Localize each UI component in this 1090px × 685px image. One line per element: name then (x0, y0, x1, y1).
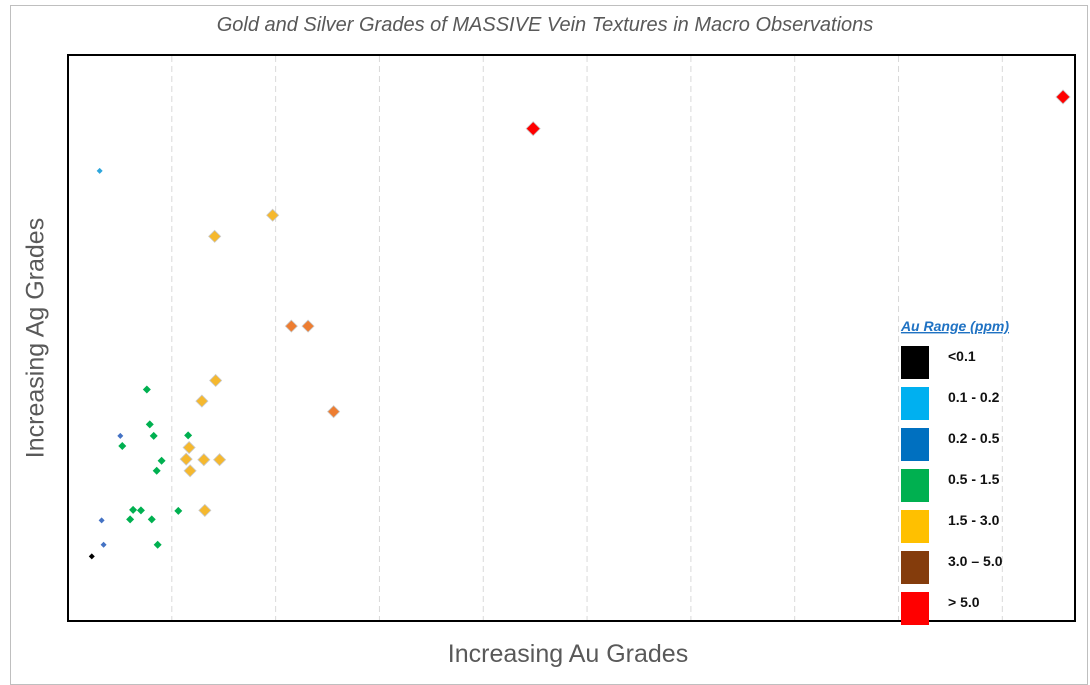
data-points (88, 89, 1071, 560)
data-point (198, 503, 212, 517)
legend-label: 0.2 - 0.5 (948, 430, 1000, 446)
data-point (129, 505, 138, 514)
data-point (152, 466, 161, 475)
data-point (118, 441, 127, 450)
legend-title: Au Range (ppm) (900, 318, 1009, 334)
data-point (100, 541, 107, 548)
legend-label: 0.1 - 0.2 (948, 389, 1000, 405)
data-point (147, 515, 156, 524)
legend-swatch (901, 592, 929, 625)
chart-title: Gold and Silver Grades of MASSIVE Vein T… (216, 14, 874, 36)
data-point (88, 553, 95, 560)
data-point (197, 453, 211, 467)
legend-label: > 5.0 (948, 594, 980, 610)
legend-swatch (901, 510, 929, 543)
data-point (327, 405, 341, 419)
legend-swatch (901, 387, 929, 420)
data-point (179, 452, 193, 466)
gridlines (171, 56, 1003, 620)
data-point (208, 229, 222, 243)
data-point (153, 540, 162, 549)
data-point (157, 456, 166, 465)
data-point (525, 121, 541, 137)
legend-swatch (901, 428, 929, 461)
data-point (1055, 89, 1071, 105)
data-point (96, 167, 103, 174)
x-axis-label: Increasing Au Grades (447, 640, 689, 668)
data-point (213, 453, 227, 467)
legend-label: 0.5 - 1.5 (948, 471, 1000, 487)
data-point (98, 517, 105, 524)
data-point (174, 506, 183, 515)
data-point (209, 373, 223, 388)
data-point (195, 394, 209, 408)
data-point (126, 515, 135, 524)
data-point (183, 464, 197, 478)
data-point (142, 385, 151, 394)
data-point (145, 420, 154, 429)
legend: Au Range (ppm) <0.1 0.1 - 0.2 0.2 - 0.5 0.5… (900, 318, 1009, 625)
data-point (136, 506, 145, 515)
data-point (182, 440, 196, 455)
legend-swatch (901, 469, 929, 502)
data-point (301, 319, 315, 333)
data-point (184, 431, 193, 440)
legend-label: 3.0 – 5.0 (948, 553, 1003, 569)
data-point (117, 432, 124, 439)
legend-swatch (901, 551, 929, 584)
data-point (149, 431, 158, 440)
data-point (284, 319, 298, 333)
legend-label: 1.5 - 3.0 (948, 512, 1000, 528)
legend-swatch (901, 346, 929, 379)
legend-label: <0.1 (948, 348, 976, 364)
data-point (266, 208, 280, 222)
